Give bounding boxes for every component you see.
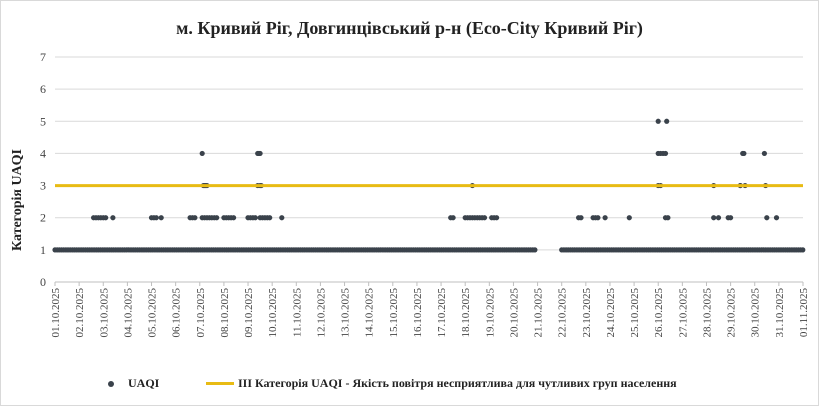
y-tick-label: 4: [40, 146, 46, 160]
x-tick-label: 23.10.2025: [581, 288, 593, 338]
data-point: [214, 215, 220, 221]
data-point: [257, 150, 263, 157]
x-tick-label: 01.10.2025: [50, 288, 62, 338]
legend-label-threshold: ІІІ Категорія UAQI - Якість повітря несп…: [238, 376, 677, 390]
x-tick-label: 20.10.2025: [508, 288, 520, 338]
legend-marker-line: [206, 382, 234, 385]
data-point: [279, 215, 285, 221]
x-tick-label: 18.10.2025: [460, 288, 472, 338]
data-point: [110, 215, 116, 221]
legend-item-threshold: ІІІ Категорія UAQI - Якість повітря несп…: [206, 376, 677, 391]
x-tick-label: 05.10.2025: [147, 288, 159, 338]
data-point: [450, 215, 456, 221]
data-point: [231, 215, 237, 221]
x-tick-label: 06.10.2025: [171, 288, 183, 338]
data-point: [494, 215, 500, 221]
x-tick-label: 15.10.2025: [388, 288, 400, 338]
data-point: [103, 215, 109, 221]
x-tick-label: 16.10.2025: [412, 288, 424, 338]
y-tick-label: 0: [40, 275, 46, 289]
data-point: [711, 215, 717, 221]
data-point: [626, 215, 632, 221]
x-tick-label: 19.10.2025: [484, 288, 496, 338]
data-point: [267, 215, 273, 221]
x-tick-label: 24.10.2025: [605, 288, 617, 338]
x-tick-label: 03.10.2025: [98, 288, 110, 338]
data-point: [773, 215, 780, 221]
x-tick-label: 14.10.2025: [364, 288, 376, 338]
x-tick-label: 28.10.2025: [701, 288, 713, 338]
x-tick-label: 25.10.2025: [629, 288, 641, 338]
data-point: [199, 150, 205, 157]
y-tick-label: 1: [40, 243, 46, 257]
data-point: [741, 150, 747, 157]
data-point: [595, 215, 601, 221]
x-tick-label: 30.10.2025: [750, 288, 762, 338]
x-tick-label: 12.10.2025: [315, 288, 327, 338]
data-point: [664, 118, 670, 124]
legend-marker-dot: [108, 380, 114, 387]
x-tick-label: 08.10.2025: [219, 288, 231, 338]
x-tick-label: 07.10.2025: [195, 288, 207, 338]
data-point: [662, 150, 669, 157]
data-point: [532, 247, 538, 253]
legend-item-uaqi: UAQI: [108, 376, 159, 391]
data-point: [602, 215, 608, 221]
data-point: [764, 215, 770, 221]
data-point: [665, 215, 671, 221]
x-tick-label: 09.10.2025: [243, 288, 255, 338]
x-tick-label: 22.10.2025: [557, 288, 569, 338]
x-tick-label: 31.10.2025: [774, 288, 786, 338]
data-point: [578, 215, 584, 221]
data-point: [761, 150, 768, 157]
data-point: [153, 215, 159, 221]
data-point: [715, 215, 722, 221]
x-tick-label: 21.10.2025: [533, 288, 545, 338]
data-point: [192, 215, 198, 221]
data-point: [481, 215, 488, 221]
legend-label-uaqi: UAQI: [128, 376, 160, 390]
x-tick-label: 01.11.2025: [798, 288, 810, 338]
x-tick-label: 11.10.2025: [291, 288, 303, 338]
x-tick-label: 13.10.2025: [340, 288, 352, 338]
x-tick-label: 02.10.2025: [74, 288, 86, 338]
x-tick-label: 27.10.2025: [677, 288, 689, 338]
data-point: [252, 215, 258, 221]
y-tick-label: 2: [40, 211, 46, 225]
x-tick-label: 04.10.2025: [122, 288, 134, 338]
data-point: [158, 215, 164, 221]
y-tick-label: 3: [40, 179, 46, 193]
x-tick-label: 29.10.2025: [726, 288, 738, 338]
data-point: [655, 118, 661, 124]
chart-title: м. Кривий Ріг, Довгинцівський р-н (Eco-C…: [176, 18, 643, 38]
y-tick-label: 6: [40, 82, 46, 96]
y-tick-label: 5: [40, 114, 46, 128]
x-tick-label: 10.10.2025: [267, 288, 279, 338]
x-tick-label: 26.10.2025: [653, 288, 665, 338]
legend: UAQI ІІІ Категорія UAQI - Якість повітря…: [0, 376, 819, 396]
data-point: [728, 215, 734, 221]
x-tick-label: 17.10.2025: [436, 288, 448, 338]
y-tick-label: 7: [40, 50, 46, 64]
data-point: [800, 247, 806, 253]
